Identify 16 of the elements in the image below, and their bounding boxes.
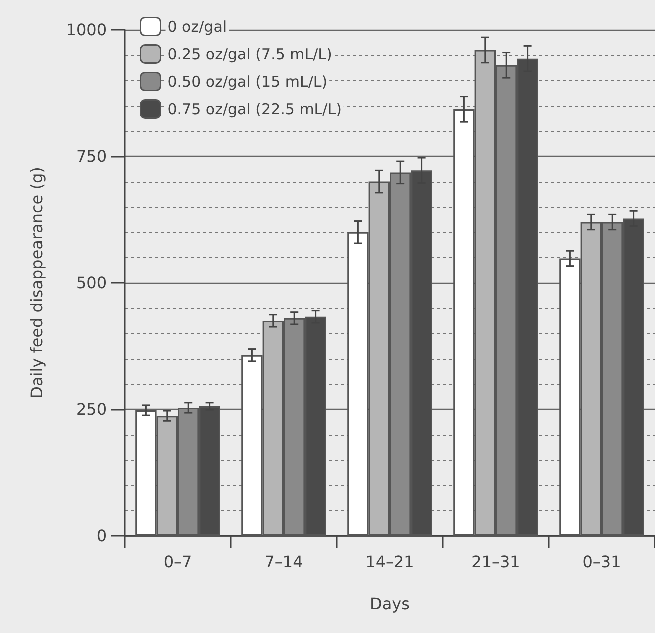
x-tick-label: 0–31 [582, 552, 622, 572]
y-tick-label: 750 [76, 147, 107, 166]
x-tick-label: 0–7 [164, 552, 192, 572]
x-axis-title: Days [370, 594, 410, 614]
legend-label: 0.50 oz/gal (15 mL/L) [168, 72, 328, 91]
x-tick-label: 21–31 [472, 552, 520, 572]
y-tick-label: 1000 [66, 20, 107, 40]
y-tick-label: 500 [76, 274, 107, 292]
legend-label: 0.25 oz/gal (7.5 mL/L) [168, 45, 332, 64]
y-axis-title: Daily feed disappearance (g) [28, 167, 46, 399]
x-tick-label: 7–14 [264, 552, 304, 572]
x-tick-label: 14–21 [366, 552, 414, 572]
y-tick-label: 0 [96, 526, 107, 546]
legend-label: 0 oz/gal [168, 18, 228, 36]
y-tick-label: 250 [76, 400, 107, 419]
legend-label: 0.75 oz/gal (22.5 mL/L) [168, 100, 342, 118]
